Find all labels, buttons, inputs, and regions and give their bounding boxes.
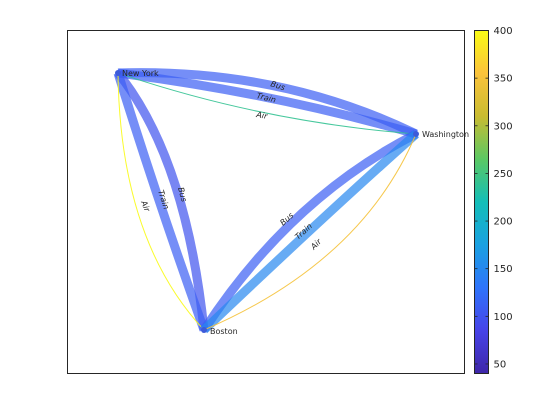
node-label-washington: Washington — [422, 130, 469, 139]
node-washington: Washington — [413, 130, 469, 139]
colorbar-tick-label: 100 — [494, 312, 513, 323]
edge-ny-bo-train — [113, 71, 209, 332]
edge-ny-wa-bus — [117, 68, 418, 139]
edge-label-ny-wa-air: Air — [255, 110, 269, 121]
colorbar-ticks: 400 350 300 250 200 150 100 50 — [474, 26, 513, 370]
edge-label-ny-wa-bus: Bus — [269, 79, 286, 92]
colorbar-tick-label: 400 — [494, 26, 513, 37]
edge-labels: Bus Train Air Bus Train Air Bus Train Ai… — [139, 79, 324, 252]
node-marker-washington — [413, 131, 419, 137]
colorbar-tick-label: 50 — [494, 359, 507, 370]
graph-edges — [113, 68, 419, 334]
node-marker-new-york — [115, 70, 121, 76]
node-label-boston: Boston — [210, 327, 238, 336]
edge-label-ny-bo-air: Air — [139, 198, 152, 213]
node-marker-boston — [201, 327, 207, 333]
colorbar-tick-label: 200 — [494, 217, 513, 228]
edge-label-ny-bo-bus: Bus — [176, 186, 189, 203]
edge-bo-wa-bus — [200, 129, 419, 333]
node-new-york: New York — [115, 69, 159, 78]
edge-ny-bo-air — [117, 72, 205, 331]
edge-ny-wa-train — [117, 68, 418, 139]
colorbar-tick-label: 350 — [494, 74, 513, 85]
graph-nodes: New York Washington Boston — [115, 69, 469, 336]
node-boston: Boston — [201, 327, 238, 336]
colorbar: 400 350 300 250 200 150 100 50 — [474, 26, 513, 374]
edge-bo-wa-train — [200, 130, 419, 334]
colorbar-tick-label: 150 — [494, 264, 513, 275]
colorbar-tick-label: 300 — [494, 121, 513, 132]
edge-bo-wa-air — [203, 133, 417, 331]
edge-ny-wa-air — [117, 72, 417, 135]
colorbar-gradient — [474, 30, 489, 374]
edge-ny-bo-bus — [114, 70, 209, 331]
colorbar-tick-label: 250 — [494, 169, 513, 180]
node-label-new-york: New York — [122, 69, 159, 78]
